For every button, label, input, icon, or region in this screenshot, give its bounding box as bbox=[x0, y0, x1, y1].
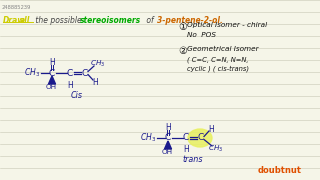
Text: $CH_3$: $CH_3$ bbox=[140, 132, 156, 144]
Text: OH: OH bbox=[161, 149, 172, 155]
Text: $CH_3$: $CH_3$ bbox=[90, 59, 106, 69]
Text: C: C bbox=[49, 69, 55, 78]
Text: Draw: Draw bbox=[3, 16, 25, 25]
Text: No  POS: No POS bbox=[187, 32, 216, 38]
Text: trans: trans bbox=[183, 156, 203, 165]
Text: cyclic ) ( cis-trans): cyclic ) ( cis-trans) bbox=[187, 65, 249, 72]
Ellipse shape bbox=[188, 129, 212, 147]
Text: H: H bbox=[92, 78, 98, 87]
Text: $CH_3$: $CH_3$ bbox=[208, 144, 224, 154]
Text: of: of bbox=[144, 16, 156, 25]
Text: C: C bbox=[82, 69, 88, 78]
Text: 248885239: 248885239 bbox=[2, 5, 31, 10]
Text: all: all bbox=[20, 16, 30, 25]
Text: C: C bbox=[198, 134, 204, 143]
Text: Geometrical Isomer: Geometrical Isomer bbox=[187, 46, 259, 52]
Polygon shape bbox=[49, 76, 55, 84]
Text: OH: OH bbox=[45, 84, 57, 90]
Text: $CH_3$: $CH_3$ bbox=[24, 67, 40, 79]
Text: 3-pentene-2-ol.: 3-pentene-2-ol. bbox=[157, 16, 223, 25]
Text: doubtnut: doubtnut bbox=[258, 166, 302, 175]
Text: H: H bbox=[165, 123, 171, 132]
Text: stereoisomers: stereoisomers bbox=[80, 16, 141, 25]
Text: ②: ② bbox=[178, 46, 187, 56]
Text: H: H bbox=[183, 145, 189, 154]
Text: C: C bbox=[165, 134, 171, 143]
Text: Cis: Cis bbox=[71, 91, 83, 100]
Text: H: H bbox=[49, 57, 55, 66]
Text: C: C bbox=[183, 134, 189, 143]
Text: ( C=C, C=N, N=N,: ( C=C, C=N, N=N, bbox=[187, 56, 249, 62]
Text: the possible: the possible bbox=[33, 16, 84, 25]
Text: H: H bbox=[208, 125, 214, 134]
Polygon shape bbox=[164, 141, 172, 149]
Text: C: C bbox=[67, 69, 73, 78]
Text: H: H bbox=[67, 80, 73, 89]
Text: ①: ① bbox=[178, 22, 187, 32]
Text: Optical Isomer - chiral: Optical Isomer - chiral bbox=[187, 22, 267, 28]
